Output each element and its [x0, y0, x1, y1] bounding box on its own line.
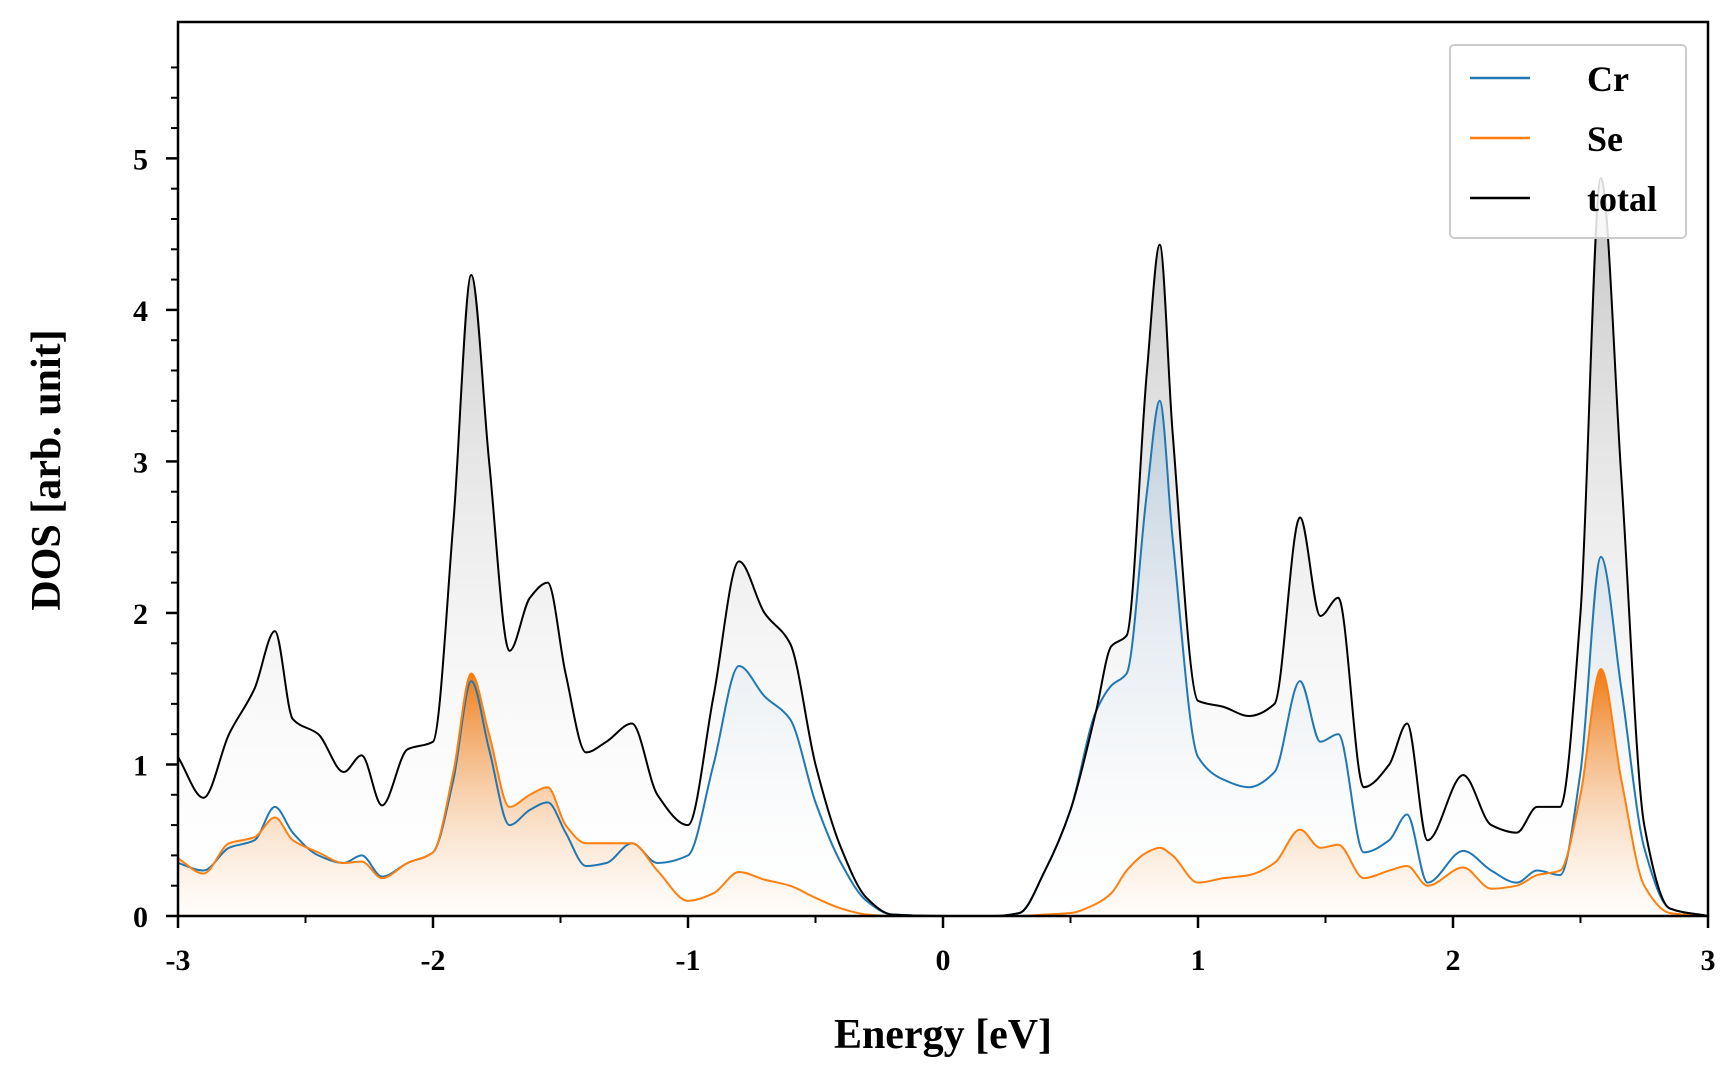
- x-tick-label: 3: [1701, 944, 1716, 977]
- area-cr: [178, 400, 1708, 916]
- y-tick-label: 3: [133, 446, 148, 479]
- y-axis-label: DOS [arb. unit]: [24, 329, 70, 610]
- x-tick-label: -2: [421, 944, 446, 977]
- y-tick-label: 5: [133, 143, 148, 176]
- y-tick-label: 0: [133, 901, 148, 934]
- x-tick-label: 2: [1446, 944, 1461, 977]
- line-se: [178, 668, 1708, 916]
- x-tick-label: 1: [1191, 944, 1206, 977]
- x-tick-label: -3: [166, 944, 191, 977]
- x-axis-label: Energy [eV]: [834, 1012, 1052, 1058]
- dos-fill-areas: [178, 178, 1708, 916]
- legend-cr-label: Cr: [1587, 59, 1629, 99]
- y-tick-label: 2: [133, 598, 148, 631]
- y-tick-label: 1: [133, 749, 148, 782]
- legend-total-label: total: [1587, 179, 1657, 219]
- legend-se-label: Se: [1587, 119, 1623, 159]
- x-axis: -3 -2 -1 0 1 2 3: [166, 916, 1716, 977]
- area-total: [178, 178, 1708, 916]
- dos-lines: [178, 177, 1708, 916]
- area-se: [178, 669, 1708, 916]
- legend-box: [1449, 44, 1687, 239]
- x-tick-label: 0: [936, 944, 951, 977]
- x-tick-label: -1: [676, 944, 701, 977]
- line-total: [178, 177, 1708, 916]
- legend: Cr Se total: [1449, 44, 1687, 239]
- y-tick-label: 4: [133, 295, 148, 328]
- y-axis: 0 1 2 3 4 5: [133, 66, 178, 934]
